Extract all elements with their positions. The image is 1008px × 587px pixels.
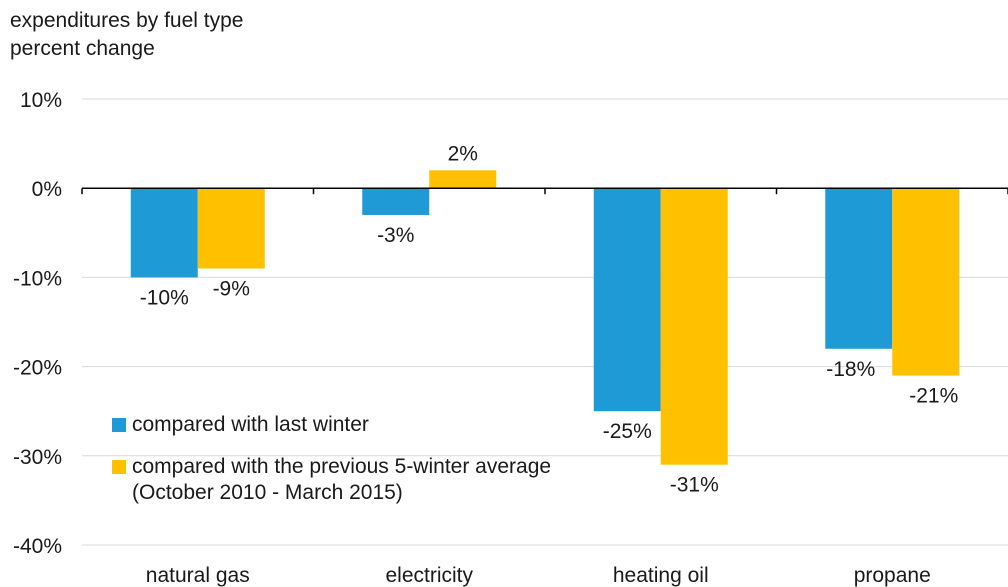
data-label-last-winter: -25% bbox=[603, 420, 652, 443]
data-label-last-winter: -10% bbox=[140, 286, 189, 309]
y-tick-label: 10% bbox=[20, 89, 62, 112]
y-tick-label: -10% bbox=[13, 267, 62, 290]
data-label-last-winter: -18% bbox=[826, 358, 875, 381]
data-label-5-winter-average: -31% bbox=[670, 474, 719, 497]
category-label: propane bbox=[854, 564, 931, 587]
bar-5-winter-average bbox=[429, 170, 497, 189]
legend-item-last-winter: compared with last winter bbox=[112, 412, 551, 438]
legend-label-last-winter: compared with last winter bbox=[132, 413, 369, 436]
category-label: electricity bbox=[385, 564, 473, 587]
y-tick-label: -30% bbox=[13, 446, 62, 469]
data-label-5-winter-average: 2% bbox=[448, 142, 478, 165]
bar-5-winter-average bbox=[197, 188, 265, 269]
category-label: heating oil bbox=[613, 564, 709, 587]
bar-last-winter bbox=[362, 188, 430, 215]
category-label: natural gas bbox=[146, 564, 250, 587]
legend-item-5-winter-average: compared with the previous 5-winter aver… bbox=[112, 454, 551, 506]
chart-title-line1: expenditures by fuel type bbox=[10, 9, 244, 32]
y-tick-label: 0% bbox=[32, 178, 62, 201]
data-label-5-winter-average: -9% bbox=[213, 277, 250, 300]
bar-last-winter bbox=[593, 188, 661, 412]
legend-label-date-range: (October 2010 - March 2015) bbox=[132, 481, 403, 504]
chart-title-line2: percent change bbox=[10, 37, 155, 60]
bar-last-winter bbox=[825, 188, 893, 349]
data-label-5-winter-average: -21% bbox=[909, 385, 958, 408]
legend-swatch-blue bbox=[112, 418, 126, 432]
legend: compared with last winter compared with … bbox=[112, 412, 551, 506]
bar-5-winter-average bbox=[660, 188, 728, 465]
legend-swatch-gold bbox=[112, 460, 126, 474]
data-label-last-winter: -3% bbox=[377, 224, 414, 247]
legend-label-5-winter-average: compared with the previous 5-winter aver… bbox=[132, 455, 552, 478]
y-tick-label: -20% bbox=[13, 357, 62, 380]
bar-last-winter bbox=[130, 188, 198, 278]
bar-5-winter-average bbox=[892, 188, 960, 376]
y-tick-label: -40% bbox=[13, 535, 62, 558]
